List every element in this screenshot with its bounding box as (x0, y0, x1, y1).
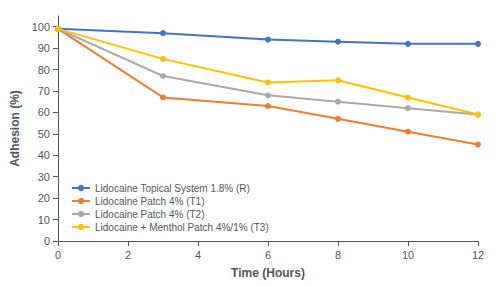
svg-text:4: 4 (195, 249, 201, 261)
svg-text:Lidocaine Topical System 1.8%: Lidocaine Topical System 1.8% (R) (95, 183, 250, 194)
svg-text:50: 50 (38, 128, 50, 140)
svg-text:Lidocaine + Menthol Patch 4%/1: Lidocaine + Menthol Patch 4%/1% (T3) (95, 222, 269, 233)
svg-text:6: 6 (265, 249, 271, 261)
svg-text:2: 2 (125, 249, 131, 261)
svg-text:60: 60 (38, 106, 50, 118)
svg-text:0: 0 (44, 235, 50, 247)
svg-text:40: 40 (38, 149, 50, 161)
svg-text:80: 80 (38, 64, 50, 76)
svg-text:Lidocaine Patch 4% (T2): Lidocaine Patch 4% (T2) (95, 209, 205, 220)
svg-text:30: 30 (38, 171, 50, 183)
svg-text:Adhesion (%): Adhesion (%) (8, 90, 22, 167)
svg-text:10: 10 (402, 249, 414, 261)
svg-text:20: 20 (38, 192, 50, 204)
svg-text:Lidocaine Patch 4% (T1): Lidocaine Patch 4% (T1) (95, 196, 205, 207)
svg-text:100: 100 (32, 21, 50, 33)
svg-text:Time (Hours): Time (Hours) (231, 266, 305, 280)
svg-text:12: 12 (472, 249, 484, 261)
svg-text:10: 10 (38, 214, 50, 226)
svg-text:8: 8 (335, 249, 341, 261)
svg-text:70: 70 (38, 85, 50, 97)
svg-text:90: 90 (38, 42, 50, 54)
svg-text:0: 0 (55, 249, 61, 261)
